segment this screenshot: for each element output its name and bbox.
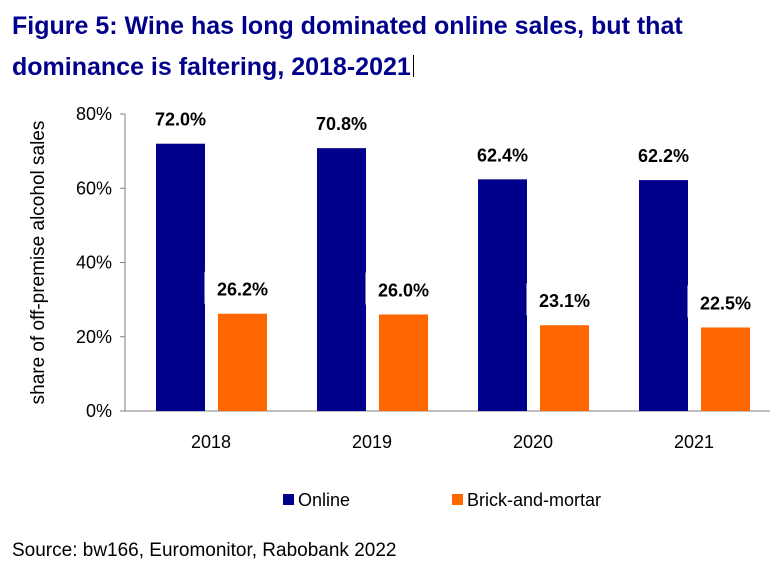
data-label-background — [303, 106, 380, 139]
y-tick-label: 0% — [86, 401, 112, 421]
data-label: 62.2% — [638, 146, 689, 166]
bar-brick-and-mortar — [379, 314, 428, 411]
y-axis: 0% 20% 40% 60% 80% share of off-premise alcoh… — [28, 104, 126, 421]
y-tick-label: 60% — [76, 178, 112, 198]
x-tick-label: 2021 — [674, 432, 714, 452]
bar-brick-and-mortar — [218, 313, 267, 411]
data-label: 26.0% — [378, 280, 429, 300]
bar-online — [478, 179, 527, 411]
x-tick-label: 2020 — [513, 432, 553, 452]
data-label: 26.2% — [217, 280, 268, 300]
data-label-background — [464, 137, 541, 170]
legend-label-online: Online — [298, 490, 350, 510]
legend-swatch-online — [283, 494, 294, 505]
data-label-background — [625, 138, 702, 171]
data-label-background — [365, 272, 442, 305]
data-label-background — [687, 285, 764, 318]
chart-title-line-2: dominance is faltering, 2018-2021 — [12, 53, 411, 81]
legend-label-brick-and-mortar: Brick-and-mortar — [467, 490, 601, 510]
source-note: Source: bw166, Euromonitor, Rabobank 202… — [12, 540, 397, 561]
bar-brick-and-mortar — [701, 327, 750, 411]
chart-title: Figure 5: Wine has long dominated online… — [12, 6, 762, 88]
y-tick-label: 80% — [76, 104, 112, 124]
chart-title-line-1: Figure 5: Wine has long dominated online… — [12, 12, 683, 40]
x-tick-label: 2018 — [191, 432, 231, 452]
data-label: 70.8% — [316, 114, 367, 134]
data-label: 62.4% — [477, 145, 528, 165]
y-axis-title: share of off-premise alcohol sales — [28, 121, 49, 405]
data-label-background — [142, 101, 219, 134]
legend-swatch-brick-and-mortar — [452, 494, 463, 505]
bars — [156, 143, 750, 411]
y-tick-label: 40% — [76, 253, 112, 273]
data-label-background — [204, 271, 281, 304]
legend: Online Brick-and-mortar — [283, 490, 601, 510]
data-label: 72.0% — [155, 110, 206, 130]
data-label: 22.5% — [700, 293, 751, 313]
data-label-background — [526, 283, 603, 316]
y-tick-label: 20% — [76, 327, 112, 347]
x-axis: 2018 2019 2020 2021 — [125, 410, 770, 452]
bar-online — [639, 180, 688, 411]
text-cursor — [412, 55, 414, 77]
bar-brick-and-mortar — [540, 325, 589, 411]
bar-online — [317, 148, 366, 411]
data-label: 23.1% — [539, 291, 590, 311]
data-labels: 72.0% 26.2% 70.8% 26.0% 62.4% 23.1% 62.2% 22.5% — [142, 101, 764, 318]
bar-online — [156, 143, 205, 411]
x-tick-label: 2019 — [352, 432, 392, 452]
